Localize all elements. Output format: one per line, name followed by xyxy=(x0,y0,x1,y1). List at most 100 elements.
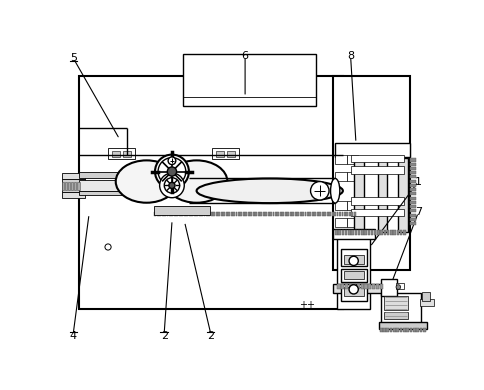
Bar xyxy=(238,212,240,216)
Bar xyxy=(363,230,366,235)
Bar xyxy=(68,182,70,190)
Bar xyxy=(396,230,398,235)
Bar xyxy=(350,212,352,216)
Ellipse shape xyxy=(116,160,177,203)
Bar xyxy=(334,154,346,164)
Bar xyxy=(409,167,415,170)
Text: 2: 2 xyxy=(207,331,213,340)
Bar xyxy=(208,212,210,216)
Bar xyxy=(294,212,296,216)
Bar xyxy=(108,149,135,159)
Circle shape xyxy=(168,157,175,165)
Bar xyxy=(367,230,369,235)
Bar xyxy=(392,328,395,332)
Bar xyxy=(321,212,323,216)
Bar xyxy=(297,212,299,216)
Text: 2: 2 xyxy=(160,331,167,340)
Bar xyxy=(336,212,338,216)
Bar xyxy=(409,218,415,221)
Circle shape xyxy=(348,285,358,294)
Bar xyxy=(371,284,375,289)
Bar xyxy=(277,212,279,216)
Text: ++: ++ xyxy=(298,300,314,310)
Bar xyxy=(191,212,193,216)
Bar xyxy=(350,154,404,162)
Bar xyxy=(409,192,415,195)
Bar xyxy=(377,230,379,235)
Bar xyxy=(409,222,415,225)
Bar xyxy=(384,296,407,310)
Circle shape xyxy=(158,158,185,185)
Bar xyxy=(329,212,331,216)
Bar xyxy=(350,230,353,235)
Text: 7: 7 xyxy=(414,207,421,217)
Bar xyxy=(112,151,120,157)
Bar xyxy=(386,328,388,332)
Bar xyxy=(350,197,404,205)
Bar xyxy=(193,212,195,216)
Bar xyxy=(419,300,433,305)
Bar xyxy=(245,212,247,216)
Bar xyxy=(61,173,85,179)
Bar xyxy=(334,143,409,157)
Bar xyxy=(314,212,316,216)
Bar xyxy=(343,271,363,278)
Bar xyxy=(409,176,415,179)
Bar xyxy=(383,230,385,235)
Bar xyxy=(168,212,170,216)
Bar xyxy=(360,284,363,289)
Bar xyxy=(287,212,288,216)
Bar xyxy=(415,328,418,332)
Bar xyxy=(77,182,79,190)
Bar xyxy=(227,151,235,157)
Bar xyxy=(346,201,358,210)
Bar xyxy=(196,212,197,216)
Bar xyxy=(343,212,345,216)
Bar xyxy=(230,212,232,216)
Bar xyxy=(334,230,337,235)
Bar xyxy=(341,212,343,216)
Bar xyxy=(409,158,415,161)
Bar xyxy=(344,230,347,235)
Bar xyxy=(348,212,350,216)
Bar xyxy=(357,230,360,235)
Bar xyxy=(389,230,392,235)
Bar xyxy=(211,212,212,216)
Ellipse shape xyxy=(166,160,227,203)
Bar xyxy=(225,212,227,216)
Bar xyxy=(233,212,235,216)
Bar xyxy=(282,212,284,216)
Bar xyxy=(379,284,382,289)
Bar xyxy=(235,212,237,216)
Bar xyxy=(215,212,217,216)
Bar xyxy=(419,328,422,332)
Bar xyxy=(267,212,269,216)
Bar xyxy=(240,212,242,216)
Bar xyxy=(399,230,402,235)
Bar xyxy=(123,151,131,157)
Bar xyxy=(247,212,249,216)
Bar xyxy=(227,212,229,216)
Bar xyxy=(386,230,389,235)
Circle shape xyxy=(167,167,176,176)
Bar xyxy=(292,212,293,216)
Circle shape xyxy=(105,244,111,250)
Bar xyxy=(304,212,306,216)
Bar xyxy=(395,283,403,289)
Ellipse shape xyxy=(196,179,342,203)
Bar xyxy=(279,212,281,216)
Bar xyxy=(350,209,404,216)
Bar xyxy=(340,284,366,301)
Bar xyxy=(346,218,358,227)
Bar xyxy=(409,205,415,208)
Bar xyxy=(326,212,328,216)
Bar xyxy=(242,212,244,216)
Bar xyxy=(65,182,67,190)
Circle shape xyxy=(395,285,400,289)
Text: 1: 1 xyxy=(414,177,421,186)
Bar xyxy=(203,212,205,216)
Bar xyxy=(71,182,73,190)
Text: 5: 5 xyxy=(70,53,77,63)
Bar xyxy=(379,328,382,332)
Bar xyxy=(166,212,168,216)
